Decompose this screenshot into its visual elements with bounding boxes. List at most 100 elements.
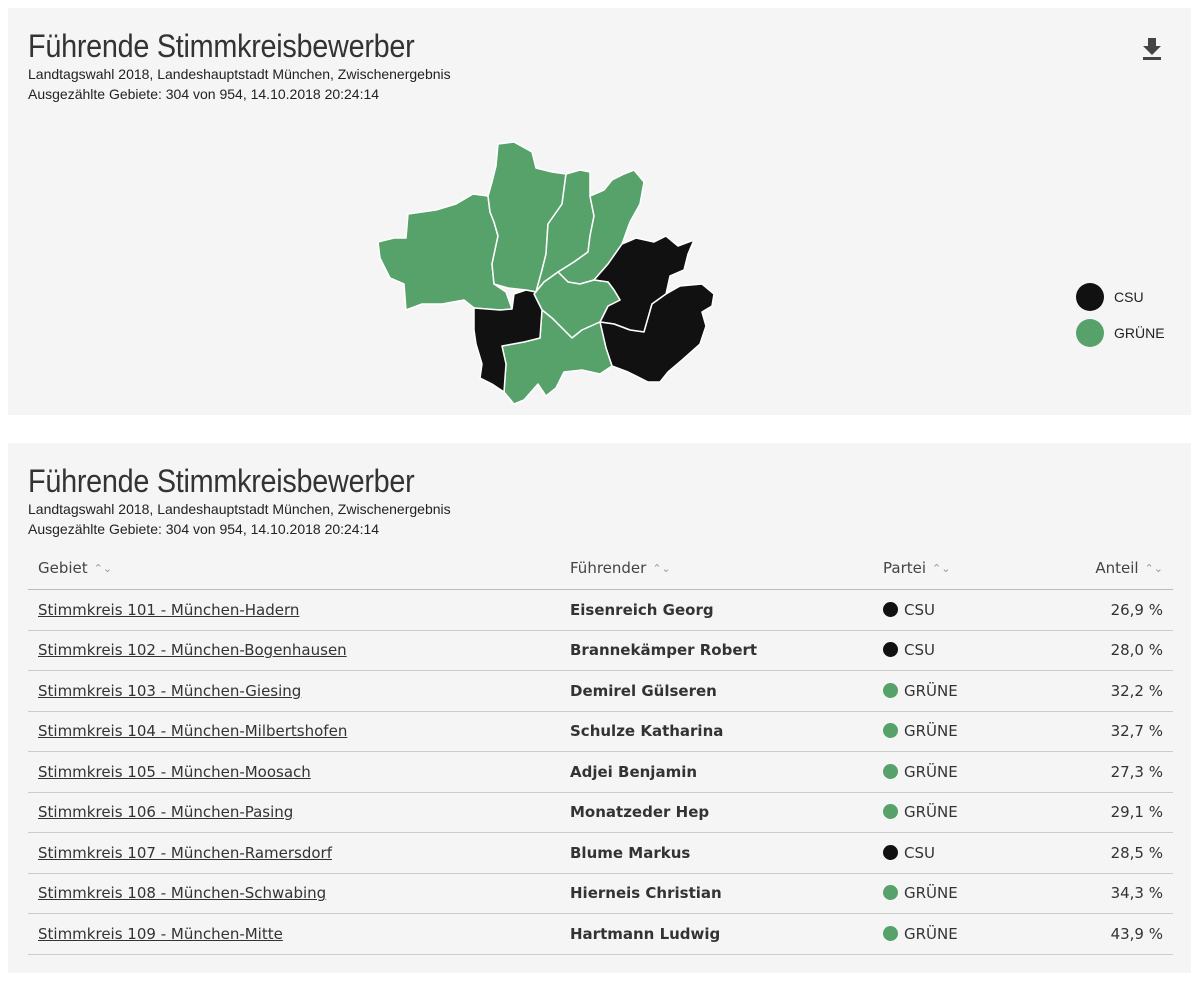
cell-anteil: 34,3 % xyxy=(1033,873,1173,914)
table-title: Führende Stimmkreisbewerber xyxy=(28,463,415,499)
cell-anteil: 28,5 % xyxy=(1033,832,1173,874)
party-label: GRÜNE xyxy=(904,803,958,822)
cell-partei: GRÜNE xyxy=(873,792,1033,833)
cell-gebiet: Stimmkreis 101 - München-Hadern xyxy=(28,589,560,631)
cell-gebiet: Stimmkreis 103 - München-Giesing xyxy=(28,670,560,712)
stimmkreis-link[interactable]: Stimmkreis 105 - München-Moosach xyxy=(38,762,311,781)
stimmkreis-link[interactable]: Stimmkreis 102 - München-Bogenhausen xyxy=(38,641,347,660)
map-legend: CSU GRÜNE xyxy=(1076,279,1165,351)
sort-icon: ⌃⌄ xyxy=(652,562,671,575)
cell-fuehrender: Blume Markus xyxy=(560,832,873,874)
party-label: CSU xyxy=(904,843,935,862)
column-header-anteil[interactable]: Anteil ⌃⌄ xyxy=(1033,547,1173,590)
cell-partei: GRÜNE xyxy=(873,751,1033,793)
cell-anteil: 28,0 % xyxy=(1033,630,1173,671)
cell-anteil: 29,1 % xyxy=(1033,792,1173,833)
legend-swatch-gruene xyxy=(1076,319,1104,347)
party-label: GRÜNE xyxy=(904,884,958,903)
party-label: CSU xyxy=(904,641,935,660)
party-color-dot xyxy=(883,642,898,658)
table-row: Stimmkreis 106 - München-Pasing Monatzede… xyxy=(28,792,1173,833)
party-color-dot xyxy=(883,925,898,941)
party-color-dot xyxy=(883,804,898,820)
header-label-fuehrender: Führender xyxy=(570,559,647,577)
map-title: Führende Stimmkreisbewerber xyxy=(28,28,415,64)
stimmkreis-link[interactable]: Stimmkreis 103 - München-Giesing xyxy=(38,681,302,700)
map-status: Ausgezählte Gebiete: 304 von 954, 14.10.… xyxy=(28,86,380,102)
sort-icon: ⌃⌄ xyxy=(932,562,951,575)
cell-gebiet: Stimmkreis 107 - München-Ramersdorf xyxy=(28,832,560,874)
cell-partei: CSU xyxy=(873,589,1033,631)
header-label-partei: Partei xyxy=(883,559,927,577)
map-subtitle: Landtagswahl 2018, Landeshauptstadt Münc… xyxy=(28,66,451,82)
table-row: Stimmkreis 109 - München-Mitte Hartmann L… xyxy=(28,913,1173,955)
cell-gebiet: Stimmkreis 108 - München-Schwabing xyxy=(28,873,560,914)
cell-gebiet: Stimmkreis 102 - München-Bogenhausen xyxy=(28,630,560,671)
party-color-dot xyxy=(883,844,898,860)
cell-anteil: 32,7 % xyxy=(1033,711,1173,752)
stimmkreis-link[interactable]: Stimmkreis 101 - München-Hadern xyxy=(38,600,300,619)
cell-anteil: 32,2 % xyxy=(1033,670,1173,712)
cell-gebiet: Stimmkreis 105 - München-Moosach xyxy=(28,751,560,793)
party-color-dot xyxy=(883,763,898,779)
legend-label-gruene: GRÜNE xyxy=(1114,325,1165,341)
stimmkreis-link[interactable]: Stimmkreis 107 - München-Ramersdorf xyxy=(38,843,332,862)
table-row: Stimmkreis 108 - München-Schwabing Hierne… xyxy=(28,873,1173,914)
cell-gebiet: Stimmkreis 106 - München-Pasing xyxy=(28,792,560,833)
results-table: Gebiet ⌃⌄ Führender ⌃⌄ Partei ⌃⌄ Anteil ⌃⌄ S… xyxy=(28,547,1173,955)
legend-item-csu[interactable]: CSU xyxy=(1076,279,1165,315)
stimmkreis-link[interactable]: Stimmkreis 106 - München-Pasing xyxy=(38,803,294,822)
table-row: Stimmkreis 101 - München-Hadern Eisenreic… xyxy=(28,589,1173,631)
party-label: GRÜNE xyxy=(904,762,958,781)
cell-gebiet: Stimmkreis 104 - München-Milbertshofen xyxy=(28,711,560,752)
table-row: Stimmkreis 102 - München-Bogenhausen Bran… xyxy=(28,630,1173,671)
table-row: Stimmkreis 104 - München-Milbertshofen Sc… xyxy=(28,711,1173,752)
table-row: Stimmkreis 107 - München-Ramersdorf Blume… xyxy=(28,832,1173,874)
table-header-row: Gebiet ⌃⌄ Führender ⌃⌄ Partei ⌃⌄ Anteil ⌃⌄ xyxy=(28,547,1173,590)
cell-fuehrender: Hierneis Christian xyxy=(560,873,873,914)
cell-fuehrender: Brannekämper Robert xyxy=(560,630,873,671)
legend-item-gruene[interactable]: GRÜNE xyxy=(1076,315,1165,351)
party-label: CSU xyxy=(904,600,935,619)
cell-fuehrender: Adjei Benjamin xyxy=(560,751,873,793)
column-header-fuehrender[interactable]: Führender ⌃⌄ xyxy=(560,547,873,590)
cell-partei: GRÜNE xyxy=(873,913,1033,955)
cell-fuehrender: Hartmann Ludwig xyxy=(560,913,873,955)
column-header-partei[interactable]: Partei ⌃⌄ xyxy=(873,547,1033,590)
legend-label-csu: CSU xyxy=(1114,289,1144,305)
download-button[interactable] xyxy=(1141,36,1163,62)
party-label: GRÜNE xyxy=(904,722,958,741)
legend-swatch-csu xyxy=(1076,283,1104,311)
party-color-dot xyxy=(883,723,898,739)
cell-partei: GRÜNE xyxy=(873,873,1033,914)
stimmkreis-link[interactable]: Stimmkreis 108 - München-Schwabing xyxy=(38,884,327,903)
party-color-dot xyxy=(883,885,898,901)
stimmkreis-link[interactable]: Stimmkreis 104 - München-Milbertshofen xyxy=(38,722,348,741)
cell-fuehrender: Monatzeder Hep xyxy=(560,792,873,833)
cell-fuehrender: Demirel Gülseren xyxy=(560,670,873,712)
party-label: GRÜNE xyxy=(904,681,958,700)
download-icon xyxy=(1143,38,1161,60)
table-status: Ausgezählte Gebiete: 304 von 954, 14.10.… xyxy=(28,521,380,537)
table-panel: Führende Stimmkreisbewerber Landtagswahl… xyxy=(8,443,1191,973)
cell-fuehrender: Schulze Katharina xyxy=(560,711,873,752)
party-label: GRÜNE xyxy=(904,924,958,943)
header-label-gebiet: Gebiet xyxy=(38,559,88,577)
cell-partei: CSU xyxy=(873,630,1033,671)
table-subtitle: Landtagswahl 2018, Landeshauptstadt Münc… xyxy=(28,501,451,517)
party-color-dot xyxy=(883,601,898,617)
district-107-ramersdorf[interactable] xyxy=(599,283,715,383)
cell-partei: CSU xyxy=(873,832,1033,874)
cell-anteil: 27,3 % xyxy=(1033,751,1173,793)
table-row: Stimmkreis 105 - München-Moosach Adjei Be… xyxy=(28,751,1173,793)
district-101-hadern[interactable] xyxy=(473,289,543,393)
stimmkreis-link[interactable]: Stimmkreis 109 - München-Mitte xyxy=(38,924,283,943)
cell-anteil: 43,9 % xyxy=(1033,913,1173,955)
cell-partei: GRÜNE xyxy=(873,711,1033,752)
sort-icon: ⌃⌄ xyxy=(93,562,113,575)
party-color-dot xyxy=(883,682,898,698)
map-panel: Führende Stimmkreisbewerber Landtagswahl… xyxy=(8,8,1191,415)
header-label-anteil: Anteil xyxy=(1095,559,1139,577)
cell-fuehrender: Eisenreich Georg xyxy=(560,589,873,631)
column-header-gebiet[interactable]: Gebiet ⌃⌄ xyxy=(28,547,560,590)
